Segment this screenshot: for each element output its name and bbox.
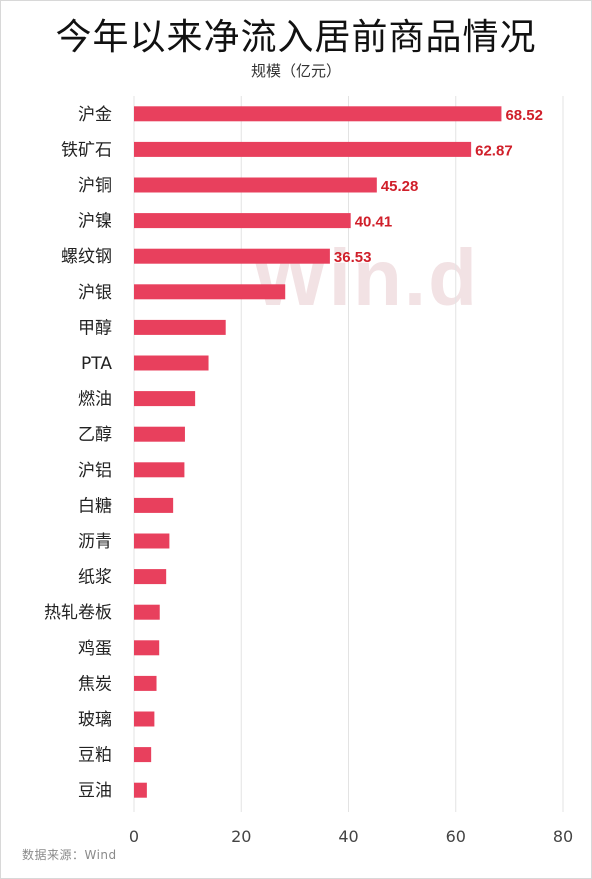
category-label: 铁矿石 [61, 140, 112, 160]
category-label: 豆粕 [78, 746, 112, 766]
bar [134, 782, 147, 798]
source-note: 数据来源：Wind [22, 848, 117, 862]
value-labels: 68.52 62.87 45.28 40.41 36.53 [334, 107, 543, 266]
bars [134, 106, 502, 798]
bar [134, 747, 152, 763]
x-tick-label: 60 [446, 827, 466, 846]
category-label: 乙醇 [78, 425, 112, 445]
bar [134, 462, 185, 478]
bar [134, 426, 185, 442]
bar [134, 177, 377, 193]
watermark: Win.d [252, 233, 479, 322]
bar [134, 284, 286, 300]
category-label: 玻璃 [78, 710, 112, 730]
x-tick-labels: 0 20 40 60 80 [129, 827, 573, 846]
value-label: 45.28 [381, 178, 419, 195]
x-tick-label: 0 [129, 827, 139, 846]
value-label: 68.52 [505, 107, 543, 124]
value-label: 62.87 [475, 142, 513, 159]
category-label: 沪铝 [78, 461, 112, 481]
grid-lines [133, 96, 564, 812]
bar [134, 497, 174, 513]
bar [134, 675, 157, 691]
bar [134, 141, 472, 157]
category-label: 沪金 [78, 105, 112, 125]
category-label: 热轧卷板 [44, 603, 112, 623]
bar [134, 604, 160, 620]
bar [134, 391, 196, 407]
category-label: 燃油 [78, 390, 112, 410]
category-label: 焦炭 [78, 674, 112, 694]
value-label: 36.53 [334, 249, 372, 266]
category-label: PTA [81, 354, 112, 374]
bar [134, 106, 502, 122]
bar [134, 213, 351, 229]
bar [134, 569, 167, 585]
bar [134, 355, 209, 371]
category-label: 鸡蛋 [78, 639, 112, 659]
category-label: 螺纹钢 [61, 247, 112, 267]
category-label: 沪镍 [78, 212, 112, 232]
bar [134, 640, 160, 656]
x-tick-label: 20 [231, 827, 251, 846]
category-label: 白糖 [78, 496, 112, 516]
bar [134, 248, 330, 264]
category-label: 甲醇 [78, 318, 112, 338]
category-label: 沥青 [78, 532, 112, 552]
value-label: 40.41 [355, 214, 393, 231]
x-tick-label: 80 [553, 827, 573, 846]
chart-subtitle: 规模（亿元） [250, 62, 341, 80]
bar [134, 711, 155, 727]
category-label: 纸浆 [78, 568, 112, 588]
bar [134, 319, 226, 335]
category-label: 沪银 [78, 283, 112, 303]
category-label: 沪铜 [78, 176, 112, 196]
bar [134, 533, 170, 549]
x-tick-label: 40 [338, 827, 358, 846]
chart-title: 今年以来净流入居前商品情况 [55, 17, 537, 58]
category-label: 豆油 [78, 781, 112, 801]
